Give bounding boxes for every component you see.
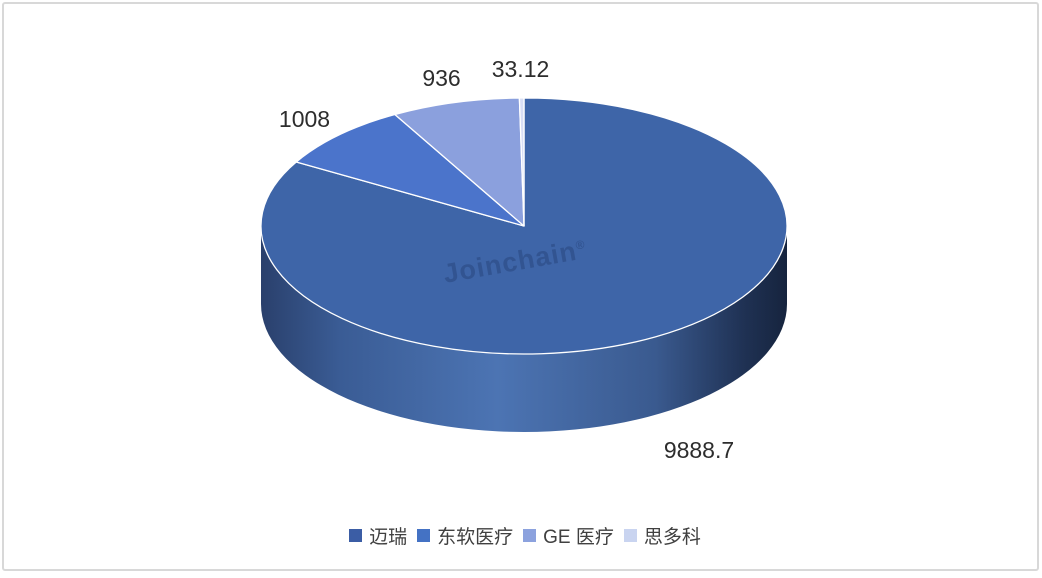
legend-item-mairui: 迈瑞 [349, 522, 407, 549]
pie-slice-2 [394, 97, 525, 227]
pie-side [261, 226, 787, 432]
legend-swatch [623, 529, 637, 542]
pie-chart-canvas: Joinchain® 9888.7 1008 936 33.12 迈瑞 东软医疗… [4, 4, 1042, 578]
legend-label: 迈瑞 [369, 527, 408, 548]
legend-label: 思多科 [643, 527, 701, 548]
chart-frame: Joinchain® 9888.7 1008 936 33.12 迈瑞 东软医疗… [2, 2, 1039, 571]
data-label-dongruan: 1008 [278, 106, 331, 132]
legend-item-siduoke: 思多科 [623, 522, 701, 549]
pie-slice-group [260, 97, 788, 355]
legend-swatch [417, 529, 431, 542]
pie-3d-svg [260, 97, 788, 432]
data-label-mairui: 9888.7 [663, 437, 735, 463]
legend-label: GE 医疗 [543, 527, 614, 548]
legend-item-dongruan: 东软医疗 [417, 522, 513, 549]
legend-swatch [349, 529, 363, 542]
legend-item-ge: GE 医疗 [523, 522, 614, 549]
legend-swatch [523, 529, 537, 542]
chart-legend: 迈瑞 东软医疗 GE 医疗 思多科 [4, 522, 1042, 549]
data-label-siduoke: 33.12 [491, 56, 550, 82]
pie-side-group [261, 226, 787, 432]
legend-label: 东软医疗 [437, 527, 514, 548]
pie-slice-1 [295, 113, 525, 227]
pie-slice-3 [518, 97, 525, 227]
data-label-ge: 936 [422, 65, 461, 91]
